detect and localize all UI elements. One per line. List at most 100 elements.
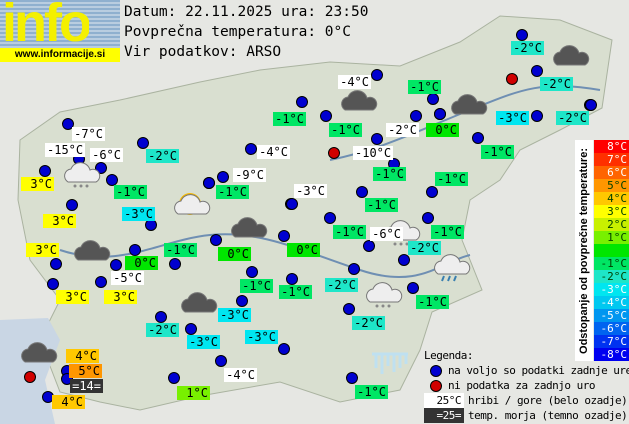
station-available-dot[interactable] [346, 372, 358, 384]
temperature-label: -4°C [224, 368, 257, 382]
station-available-dot[interactable] [168, 372, 180, 384]
temperature-label: -3°C [218, 308, 251, 322]
temperature-label: 3°C [26, 243, 59, 257]
temperature-label: -2°C [146, 323, 179, 337]
station-available-dot[interactable] [39, 165, 51, 177]
temperature-label: -2°C [540, 77, 573, 91]
temperature-label: -1°C [373, 167, 406, 181]
temperature-label: 3°C [21, 177, 54, 191]
station-available-dot[interactable] [371, 69, 383, 81]
station-available-dot[interactable] [320, 110, 332, 122]
station-available-dot[interactable] [531, 110, 543, 122]
station-available-dot[interactable] [363, 240, 375, 252]
station-available-dot[interactable] [129, 244, 141, 256]
station-available-dot[interactable] [516, 29, 528, 41]
temperature-label: -4°C [257, 145, 290, 159]
temperature-label: -2°C [556, 111, 589, 125]
cloudy-icon [181, 292, 218, 313]
temperature-label: -3°C [294, 184, 327, 198]
logo[interactable]: info www.informacije.si [0, 0, 120, 62]
temperature-label: -1°C [435, 172, 468, 186]
deviation-scale: 8°C 7°C 6°C 5°C 4°C 3°C 2°C 1°C -1°C -2°C -3°C -4°C… [594, 140, 629, 361]
station-available-dot[interactable] [278, 343, 290, 355]
station-available-dot[interactable] [110, 259, 122, 271]
station-available-dot[interactable] [422, 212, 434, 224]
station-available-dot[interactable] [95, 276, 107, 288]
station-available-dot[interactable] [50, 258, 62, 270]
station-available-dot[interactable] [210, 234, 222, 246]
scale-title-text: Odstopanje od povprečne temperature: [578, 147, 590, 354]
station-available-dot[interactable] [203, 177, 215, 189]
station-available-dot[interactable] [585, 99, 597, 111]
temperature-label: -5°C [111, 271, 144, 285]
scale-step: 6°C [594, 166, 629, 179]
scale-step: -5°C [594, 309, 629, 322]
station-available-dot[interactable] [286, 198, 298, 210]
cloudy-icon [231, 217, 268, 238]
station-available-dot[interactable] [215, 355, 227, 367]
red-dot-icon [430, 379, 442, 392]
station-available-dot[interactable] [278, 230, 290, 242]
rain-icon [434, 254, 471, 282]
scale-title: Odstopanje od povprečne temperature: [575, 140, 593, 361]
temperature-label: -7°C [72, 127, 105, 141]
station-available-dot[interactable] [410, 110, 422, 122]
station-available-dot[interactable] [356, 186, 368, 198]
station-available-dot[interactable] [217, 171, 229, 183]
data-source: Vir podatkov: ARSO [124, 44, 282, 60]
station-available-dot[interactable] [427, 93, 439, 105]
temperature-label: -2°C [511, 41, 544, 55]
station-available-dot[interactable] [531, 65, 543, 77]
temperature-label: -1°C [164, 243, 197, 257]
station-available-dot[interactable] [185, 323, 197, 335]
temperature-label: -1°C [431, 225, 464, 239]
scale-step: -4°C [594, 296, 629, 309]
station-available-dot[interactable] [371, 133, 383, 145]
cloudy-icon [553, 45, 590, 66]
temperature-label: 0°C [218, 247, 251, 261]
station-available-dot[interactable] [407, 282, 419, 294]
temperature-label: -1°C [408, 80, 441, 94]
date-time: Datum: 22.11.2025 ura: 23:50 [124, 4, 369, 20]
scale-step: -2°C [594, 270, 629, 283]
station-available-dot[interactable] [155, 311, 167, 323]
station-available-dot[interactable] [324, 212, 336, 224]
station-available-dot[interactable] [47, 278, 59, 290]
station-no-data-dot[interactable] [24, 371, 36, 383]
temperature-label: 4°C [52, 395, 85, 409]
temperature-label: -9°C [233, 168, 266, 182]
station-available-dot[interactable] [62, 118, 74, 130]
station-available-dot[interactable] [245, 143, 257, 155]
station-available-dot[interactable] [426, 186, 438, 198]
logo-url[interactable]: www.informacije.si [0, 48, 120, 62]
temperature-label: -1°C [333, 225, 366, 239]
station-available-dot[interactable] [296, 96, 308, 108]
scale-step: -7°C [594, 335, 629, 348]
station-available-dot[interactable] [169, 258, 181, 270]
temperature-label: =14= [70, 379, 103, 393]
station-available-dot[interactable] [348, 263, 360, 275]
station-available-dot[interactable] [472, 132, 484, 144]
station-no-data-dot[interactable] [506, 73, 518, 85]
station-available-dot[interactable] [286, 273, 298, 285]
station-available-dot[interactable] [236, 295, 248, 307]
station-available-dot[interactable] [398, 254, 410, 266]
station-no-data-dot[interactable] [328, 147, 340, 159]
station-available-dot[interactable] [106, 174, 118, 186]
station-available-dot[interactable] [434, 108, 446, 120]
blue-dot-icon [430, 364, 442, 377]
temperature-label: -4°C [338, 75, 371, 89]
temperature-label: 1°C [177, 386, 210, 400]
scale-step: -1°C [594, 257, 629, 270]
legend-available: na voljo so podatki zadnje ure [448, 364, 629, 377]
legend-mountain-sample: 25°C [424, 393, 464, 408]
scale-step: 4°C [594, 192, 629, 205]
station-available-dot[interactable] [343, 303, 355, 315]
station-available-dot[interactable] [137, 137, 149, 149]
station-available-dot[interactable] [246, 266, 258, 278]
temperature-label: -15°C [45, 143, 86, 157]
legend-sea: temp. morja (temno ozadje) [468, 409, 628, 422]
scale-step: -6°C [594, 322, 629, 335]
frost-icon [372, 352, 408, 374]
station-available-dot[interactable] [66, 199, 78, 211]
